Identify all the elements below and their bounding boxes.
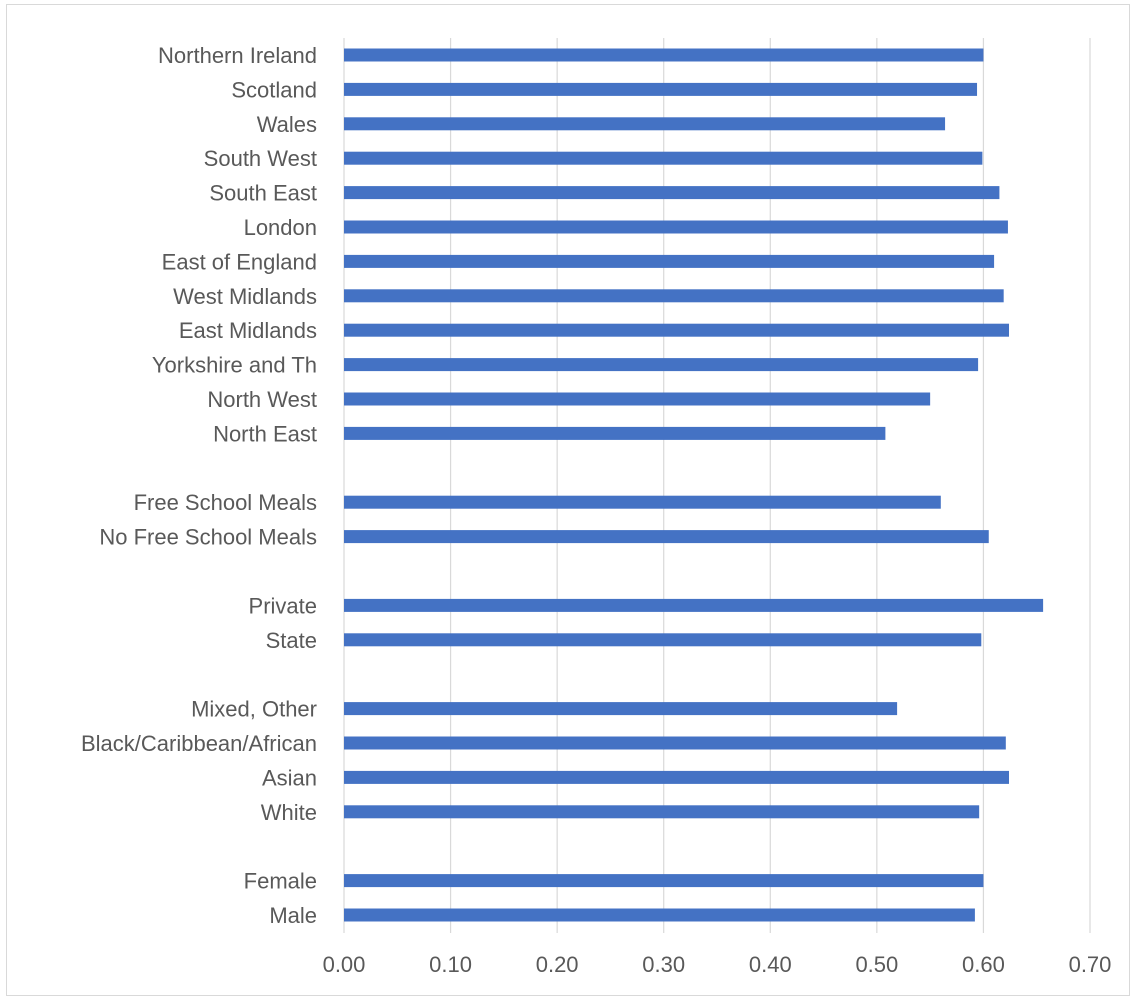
category-label: Female [244,869,317,894]
bar [344,770,1010,784]
x-tick-label: 0.40 [749,952,792,977]
x-tick-label: 0.30 [642,952,685,977]
bar [344,186,1000,200]
bar [344,117,946,131]
bar [344,82,978,96]
bar [344,151,983,165]
bar [344,426,886,440]
bar [344,874,984,888]
category-label: North West [207,387,317,412]
bar [344,495,941,509]
bar [344,908,975,922]
x-tick-label: 0.00 [323,952,366,977]
x-tick-label: 0.20 [536,952,579,977]
category-label: Black/Caribbean/African [81,731,317,756]
category-label: No Free School Meals [99,525,317,550]
category-label: East of England [162,249,317,274]
bar [344,254,995,268]
bar [344,805,980,819]
category-label: State [266,628,317,653]
category-label: Mixed, Other [191,697,317,722]
category-label: South East [209,181,317,206]
bar [344,598,1044,612]
bar [344,289,1004,303]
category-label: Free School Meals [134,490,317,515]
category-label: London [244,215,317,240]
category-label: Yorkshire and Th [152,353,317,378]
x-tick-label: 0.10 [429,952,472,977]
category-label: Scotland [231,77,317,102]
category-label: East Midlands [179,318,317,343]
bar [344,392,931,406]
bar [344,633,982,647]
category-label: White [261,800,317,825]
x-tick-label: 0.70 [1069,952,1112,977]
bar [344,48,984,62]
bar [344,736,1006,750]
bar [344,323,1010,337]
category-label: Male [269,903,317,928]
bar [344,702,898,716]
category-label: Northern Ireland [158,43,317,68]
category-label: Asian [262,765,317,790]
category-label: Wales [257,112,317,137]
bar [344,358,979,372]
category-label: North East [213,421,317,446]
x-tick-label: 0.60 [962,952,1005,977]
bar [344,530,989,544]
x-tick-label: 0.50 [855,952,898,977]
bar [344,220,1008,234]
category-label: Private [249,593,317,618]
category-label: South West [204,146,317,171]
category-label: West Midlands [173,284,317,309]
